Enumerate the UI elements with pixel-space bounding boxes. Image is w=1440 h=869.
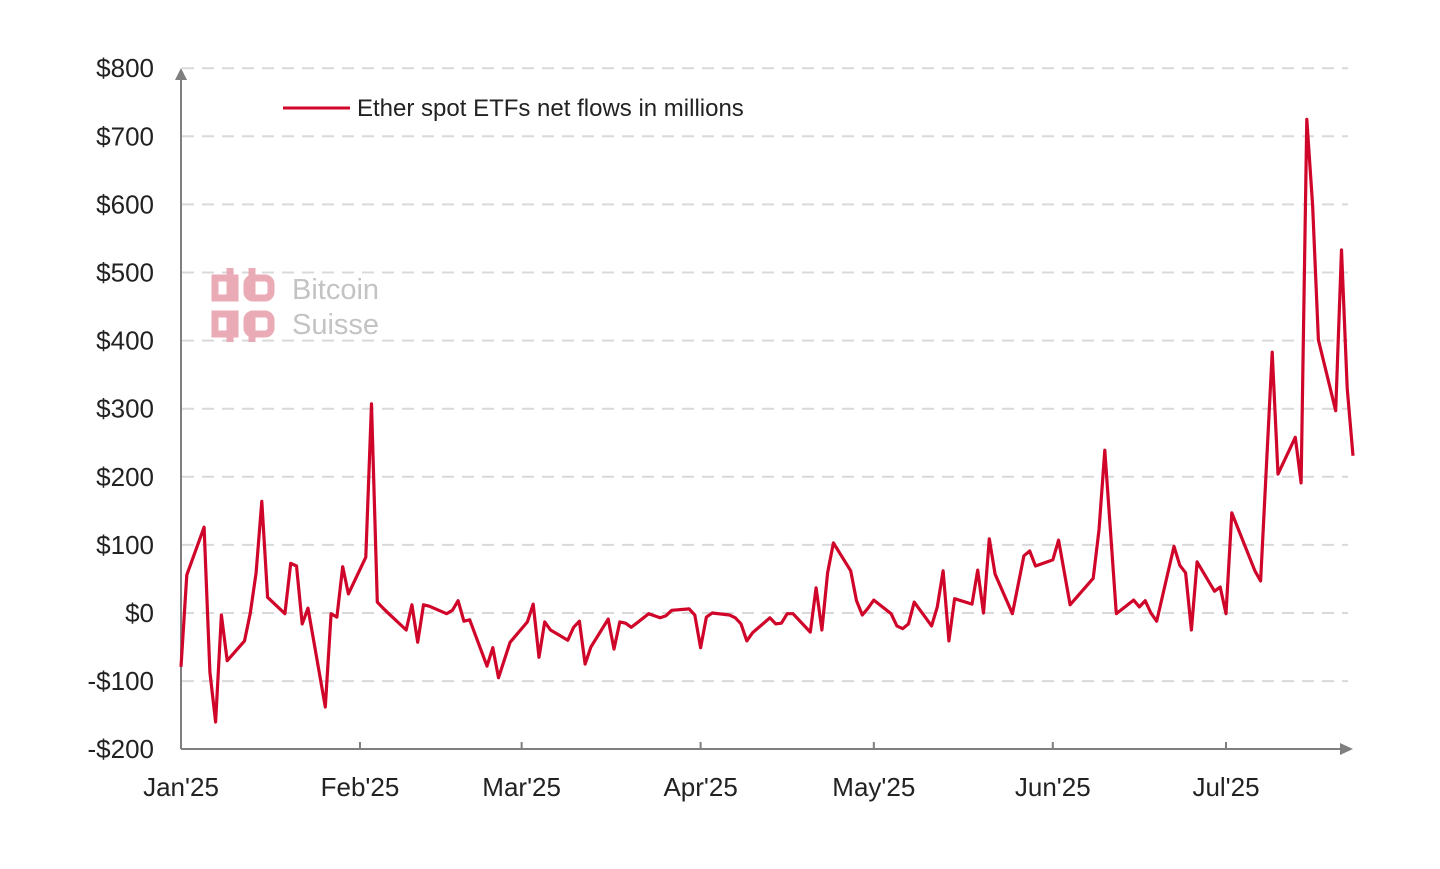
y-axis-ticks: -$200 -$100 $0 $100 $200 $300 $400 $500 $600 $700… bbox=[88, 53, 155, 764]
y-tick-label: $100 bbox=[96, 530, 154, 560]
x-tick-label: Jan'25 bbox=[143, 772, 219, 802]
y-tick-label: $0 bbox=[125, 598, 154, 628]
y-tick-label: $400 bbox=[96, 326, 154, 356]
x-tick-label: Jun'25 bbox=[1015, 772, 1091, 802]
y-tick-label: $300 bbox=[96, 394, 154, 424]
x-axis-ticks: Jan'25 Feb'25 Mar'25 Apr'25 May'25 Jun'25 Jul'… bbox=[143, 742, 1259, 802]
y-tick-label: $800 bbox=[96, 53, 154, 83]
x-tick-label: Jul'25 bbox=[1192, 772, 1259, 802]
x-tick-label: May'25 bbox=[832, 772, 915, 802]
grid-lines bbox=[182, 68, 1348, 681]
y-tick-label: $700 bbox=[96, 121, 154, 151]
watermark-line1: Bitcoin bbox=[292, 274, 379, 306]
x-axis-arrow-icon bbox=[1340, 743, 1353, 755]
y-tick-label: $200 bbox=[96, 462, 154, 492]
watermark-line2: Suisse bbox=[292, 309, 379, 341]
legend-label: Ether spot ETFs net flows in millions bbox=[357, 95, 744, 122]
watermark: Bitcoin Suisse bbox=[215, 268, 379, 342]
x-tick-label: Apr'25 bbox=[663, 772, 737, 802]
axes bbox=[175, 68, 1353, 755]
series-line-ether-etf-flows bbox=[181, 119, 1353, 722]
y-tick-label: -$100 bbox=[88, 666, 155, 696]
bitcoin-suisse-logo-icon bbox=[215, 268, 271, 342]
y-tick-label: $600 bbox=[96, 189, 154, 219]
x-tick-label: Feb'25 bbox=[321, 772, 400, 802]
legend: Ether spot ETFs net flows in millions bbox=[283, 95, 744, 122]
y-tick-label: -$200 bbox=[88, 734, 155, 764]
y-axis-arrow-icon bbox=[175, 68, 187, 80]
y-tick-label: $500 bbox=[96, 258, 154, 288]
data-points bbox=[181, 119, 1353, 722]
x-tick-label: Mar'25 bbox=[482, 772, 561, 802]
